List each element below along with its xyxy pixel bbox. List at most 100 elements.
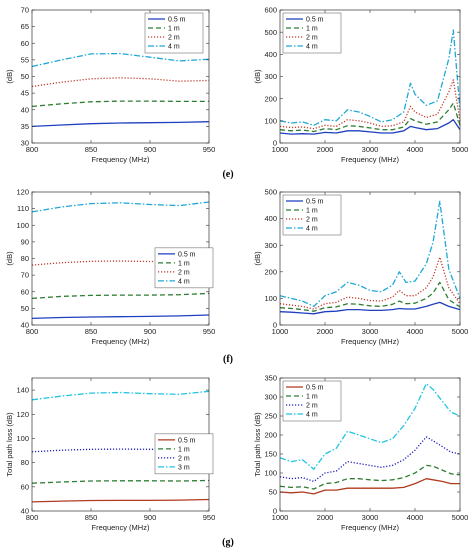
y-tick-label: 150	[264, 450, 277, 459]
caption-e: (e)	[222, 169, 233, 180]
legend-label: 2 m	[168, 35, 180, 42]
y-tick-label: 70	[21, 6, 29, 15]
chart-e-left: 800 850 900 950 30 35 40 45 50 55 60 65 70 Frequency …	[5, 6, 215, 164]
x-tick-label: 3000	[362, 513, 379, 522]
chart-f-right: 1000 2000 3000 4000 5000 0 100 200 300 400 500 Freq…	[253, 188, 468, 346]
x-axis-label: Frequency (MHz)	[341, 337, 399, 346]
x-tick-label: 900	[144, 327, 157, 336]
legend-label: 2 m	[178, 269, 190, 276]
x-tick-label: 800	[26, 145, 39, 154]
series-line-2	[31, 77, 210, 88]
legend: 0.5 m 1 m 2 m 4 m	[282, 12, 342, 54]
y-tick-label: 300	[264, 393, 277, 402]
x-tick-label: 850	[85, 513, 98, 522]
legend-label: 0.5 m	[168, 17, 186, 24]
legend: 0.5 m 1 m 2 m 4 m	[282, 194, 342, 236]
y-axis-label: (dB)	[253, 69, 262, 84]
x-tick-label: 800	[26, 513, 39, 522]
y-axis-label: (dB)	[5, 69, 14, 84]
y-tick-label: 80	[21, 458, 29, 467]
y-tick-label: 600	[264, 6, 277, 15]
legend-label: 2 m	[306, 35, 318, 42]
legend-label: 0.5 m	[306, 385, 324, 392]
y-axis-label: (dB)	[5, 251, 14, 266]
legend: 0.5 m 1 m 2 m 3 m	[154, 433, 214, 475]
legend-box	[282, 380, 342, 422]
legend-label: 2 m	[306, 403, 318, 410]
legend-box	[154, 247, 214, 289]
x-tick-label: 4000	[407, 327, 424, 336]
y-tick-label: 100	[264, 116, 277, 125]
y-tick-label: 0	[273, 139, 277, 148]
series-line-0	[31, 498, 210, 503]
x-axis-label: Frequency (MHz)	[341, 155, 399, 164]
legend: 0.5 m 1 m 2 m 4 m	[144, 12, 204, 54]
series-line-3	[279, 200, 461, 308]
legend-box	[154, 433, 214, 475]
legend-label: 4 m	[306, 226, 318, 233]
y-tick-label: 60	[21, 482, 29, 491]
y-tick-label: 50	[269, 488, 277, 497]
legend-label: 4 m	[306, 412, 318, 419]
caption-f: (f)	[223, 354, 233, 365]
y-tick-label: 200	[264, 431, 277, 440]
x-axis-label: Frequency (MHz)	[92, 337, 150, 346]
x-axis-label: Frequency (MHz)	[92, 155, 150, 164]
x-tick-label: 800	[26, 327, 39, 336]
chart-g-right: 1000 2000 3000 4000 5000 0 50 100 150 200 250 300 35…	[253, 374, 468, 532]
legend: 0.5 m 1 m 2 m 4 m	[154, 247, 214, 289]
y-tick-label: 50	[21, 304, 29, 313]
chart-e-right: 1000 2000 3000 4000 5000 0 100 200 300 400 500 600 F…	[253, 6, 468, 164]
y-tick-label: 500	[264, 28, 277, 37]
legend-label: 1 m	[306, 26, 318, 33]
series-line-1	[31, 479, 210, 484]
series-line-2	[279, 436, 461, 483]
y-axis-label: Total path loss (dB)	[5, 412, 14, 477]
legend-label: 4 m	[168, 44, 180, 51]
series-line-2	[279, 79, 461, 130]
y-tick-label: 200	[264, 267, 277, 276]
y-tick-label: 100	[16, 221, 29, 230]
legend-box	[282, 194, 342, 236]
series-line-1	[279, 102, 461, 133]
y-tick-label: 400	[264, 50, 277, 59]
y-tick-label: 60	[21, 287, 29, 296]
y-tick-label: 40	[21, 105, 29, 114]
legend-label: 1 m	[306, 208, 318, 215]
x-tick-label: 950	[203, 145, 216, 154]
legend: 0.5 m 1 m 2 m 4 m	[282, 380, 342, 422]
legend-label: 2 m	[306, 217, 318, 224]
x-tick-label: 1000	[272, 513, 289, 522]
x-tick-label: 5000	[452, 145, 469, 154]
legend-label: 1 m	[168, 26, 180, 33]
y-tick-label: 100	[264, 469, 277, 478]
y-axis-label: (dB)	[253, 251, 262, 266]
y-tick-label: 65	[21, 22, 29, 31]
series-line-1	[279, 464, 461, 490]
series-line-3	[31, 52, 210, 68]
x-tick-label: 2000	[317, 327, 334, 336]
series-line-3	[31, 201, 210, 213]
x-tick-label: 2000	[317, 513, 334, 522]
y-tick-label: 40	[21, 507, 29, 516]
y-tick-label: 0	[273, 321, 277, 330]
series-line-0	[279, 478, 460, 495]
x-tick-label: 900	[144, 145, 157, 154]
x-axis-label: Frequency (MHz)	[92, 523, 150, 532]
x-tick-label: 5000	[452, 513, 469, 522]
x-tick-label: 850	[85, 145, 98, 154]
series-line-3	[279, 383, 461, 470]
legend-label: 0.5 m	[306, 17, 324, 24]
y-tick-label: 120	[16, 410, 29, 419]
y-tick-label: 500	[264, 188, 277, 197]
x-tick-label: 900	[144, 513, 157, 522]
y-tick-label: 400	[264, 214, 277, 223]
legend-label: 1 m	[178, 260, 190, 267]
series-line-1	[279, 281, 461, 312]
x-tick-label: 3000	[362, 327, 379, 336]
series-line-0	[31, 314, 210, 320]
y-tick-label: 60	[21, 39, 29, 48]
y-tick-label: 45	[21, 89, 29, 98]
x-tick-label: 4000	[407, 513, 424, 522]
